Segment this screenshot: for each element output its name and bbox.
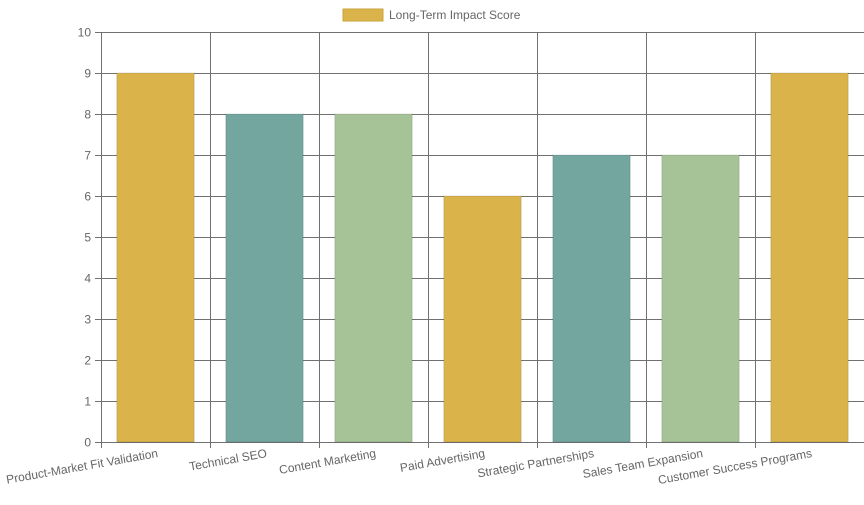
y-tick-label: 4 bbox=[84, 272, 91, 286]
bar[interactable] bbox=[225, 113, 304, 443]
bar[interactable] bbox=[661, 154, 740, 443]
bars bbox=[116, 72, 849, 443]
legend-swatch bbox=[342, 8, 384, 22]
x-tick-label: Technical SEO bbox=[188, 446, 268, 473]
y-tick-label: 0 bbox=[84, 436, 91, 450]
bar[interactable] bbox=[770, 72, 849, 443]
y-tick-label: 3 bbox=[84, 313, 91, 327]
bar[interactable] bbox=[334, 113, 413, 443]
x-tick-label: Strategic Partnerships bbox=[476, 446, 595, 480]
y-tick-label: 5 bbox=[84, 231, 91, 245]
x-tick-label: Product-Market Fit Validation bbox=[5, 446, 159, 487]
y-tick-label: 8 bbox=[84, 108, 91, 122]
x-tick-label: Paid Advertising bbox=[399, 446, 486, 475]
bar[interactable] bbox=[552, 154, 631, 443]
bar[interactable] bbox=[116, 72, 195, 443]
y-tick-label: 9 bbox=[84, 67, 91, 81]
y-tick-label: 1 bbox=[84, 395, 91, 409]
legend[interactable]: Long-Term Impact Score bbox=[342, 8, 521, 22]
x-tick-label: Content Marketing bbox=[278, 446, 377, 477]
y-tick-label: 7 bbox=[84, 149, 91, 163]
legend-label: Long-Term Impact Score bbox=[389, 8, 521, 22]
y-tick-label: 10 bbox=[78, 26, 92, 40]
bar[interactable] bbox=[443, 195, 522, 443]
y-tick-label: 6 bbox=[84, 190, 91, 204]
y-tick-label: 2 bbox=[84, 354, 91, 368]
